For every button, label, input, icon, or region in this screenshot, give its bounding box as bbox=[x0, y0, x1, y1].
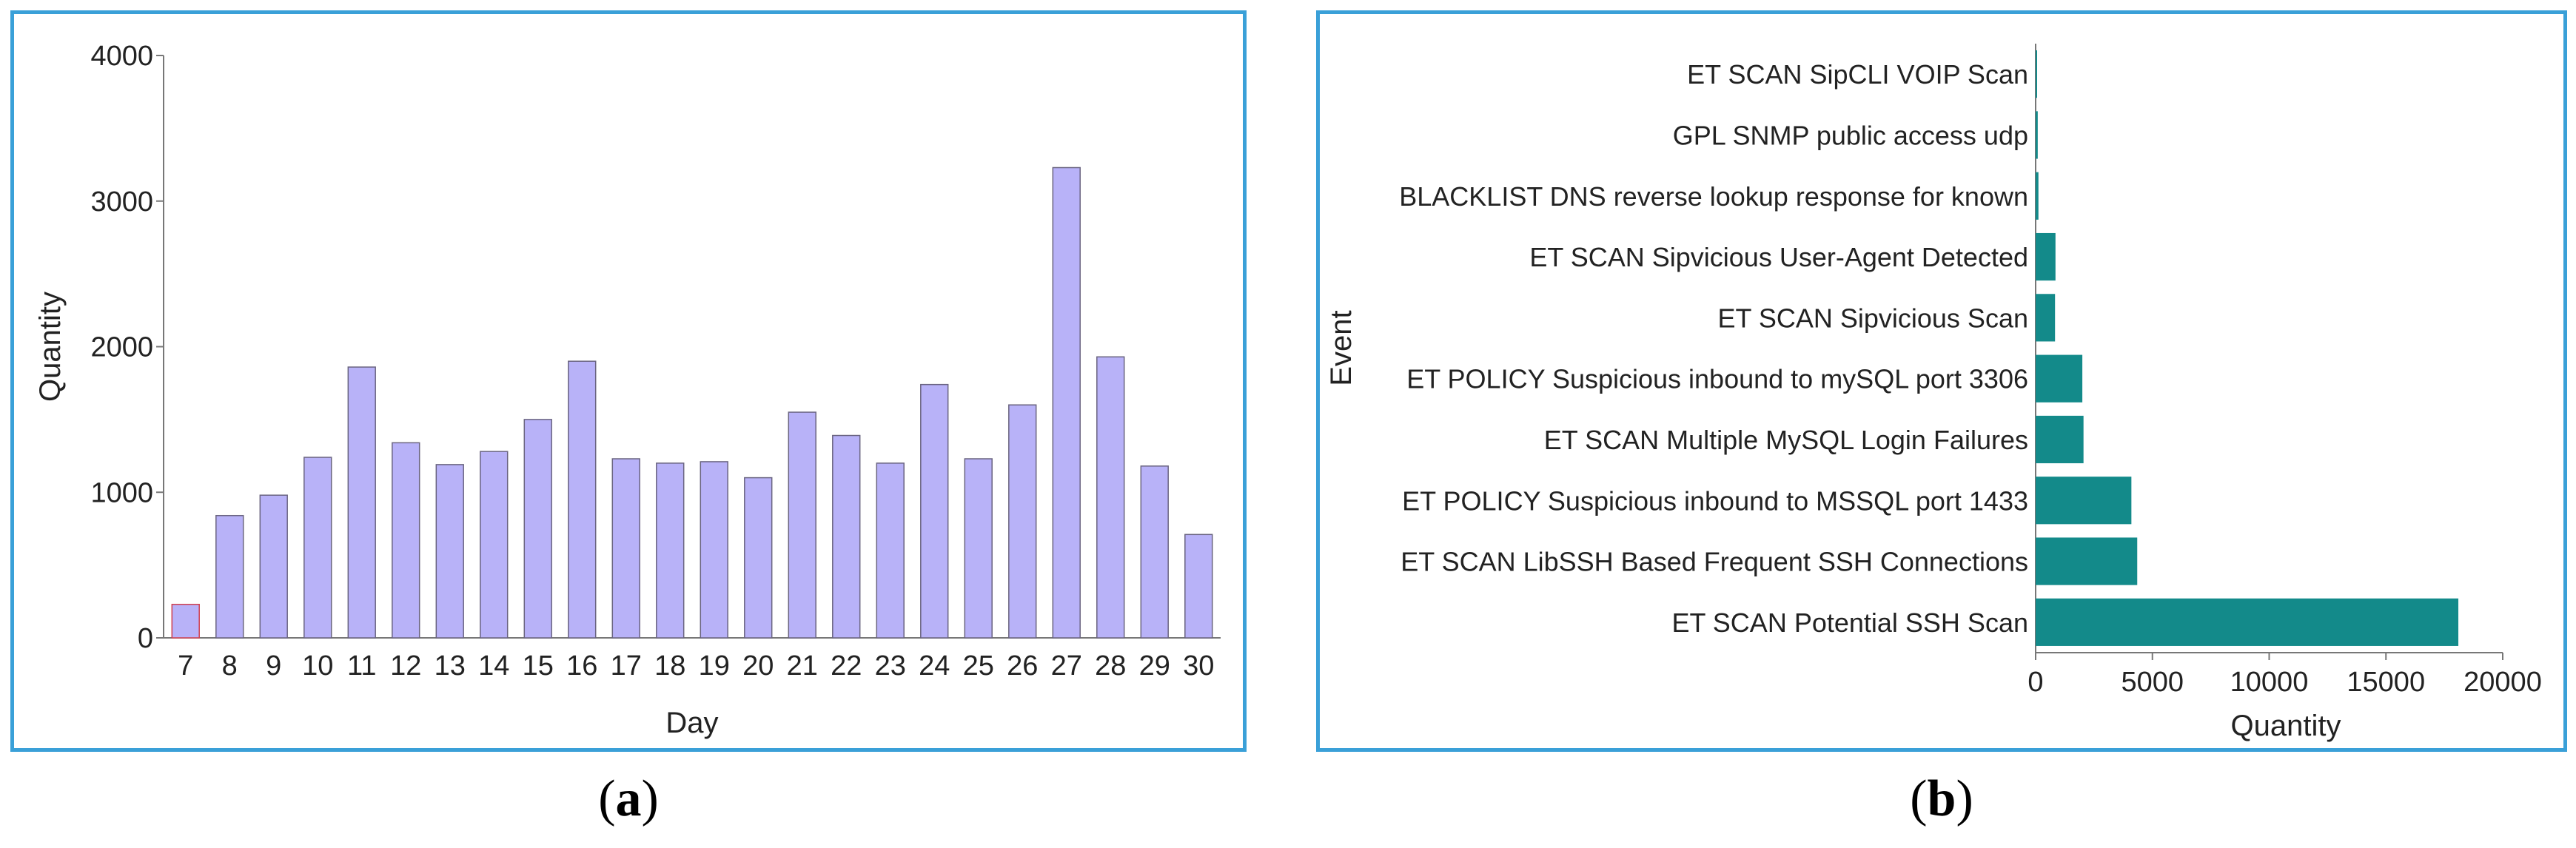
x-tick-label: 20000 bbox=[2463, 667, 2542, 698]
bar bbox=[876, 462, 905, 639]
x-tick-label: 10 bbox=[302, 650, 333, 682]
caption-a-letter: a bbox=[615, 770, 642, 827]
x-tick-label: 21 bbox=[787, 650, 818, 682]
bar bbox=[1184, 534, 1213, 639]
x-tick-label: 23 bbox=[875, 650, 906, 682]
bar bbox=[788, 411, 816, 639]
bar-chart-daily-quantity: 0 1000 2000 3000 4000 7 8 9 10 11 12 13 14 15 16 17 18 19… bbox=[34, 41, 1221, 739]
category-label: ET SCAN Sipvicious Scan bbox=[1717, 303, 2028, 333]
bar bbox=[480, 451, 509, 639]
category-label: ET POLICY Suspicious inbound to MSSQL po… bbox=[1402, 485, 2028, 516]
y-tick-label: 3000 bbox=[90, 186, 153, 218]
category-label: ET POLICY Suspicious inbound to mySQL po… bbox=[1406, 364, 2028, 394]
bar bbox=[2036, 415, 2084, 464]
category-label: GPL SNMP public access udp bbox=[1673, 120, 2028, 150]
bar bbox=[2036, 232, 2056, 281]
x-tick-label: 15000 bbox=[2347, 667, 2425, 698]
x-tick-label: 10000 bbox=[2230, 667, 2309, 698]
x-tick-label: 22 bbox=[831, 650, 862, 682]
x-tick-label: 8 bbox=[222, 650, 238, 682]
x-tick-label: 24 bbox=[919, 650, 950, 682]
x-tick-label: 9 bbox=[266, 650, 281, 682]
caption-b-letter: b bbox=[1927, 770, 1956, 827]
y-axis-label: Quantity bbox=[34, 292, 67, 402]
x-axis-label: Quantity bbox=[2231, 710, 2341, 742]
x-tick-label: 11 bbox=[347, 650, 376, 682]
bar bbox=[744, 477, 773, 639]
x-axis-label: Day bbox=[665, 707, 718, 739]
bar bbox=[1140, 465, 1169, 639]
bar bbox=[523, 419, 552, 639]
bar bbox=[964, 458, 993, 639]
category-label: ET SCAN LibSSH Based Frequent SSH Connec… bbox=[1401, 547, 2028, 577]
bar bbox=[1052, 166, 1081, 639]
x-tick-label: 14 bbox=[478, 650, 509, 682]
bar bbox=[611, 458, 640, 639]
chart-panel-a: 0 1000 2000 3000 4000 7 8 9 10 11 12 13 14 15 16 17 18 19… bbox=[10, 10, 1247, 752]
bar bbox=[2036, 172, 2039, 220]
bar bbox=[1096, 356, 1125, 639]
category-label: ET SCAN Sipvicious User-Agent Detected bbox=[1529, 242, 2028, 272]
x-tick-label: 26 bbox=[1007, 650, 1038, 682]
category-label: ET SCAN Multiple MySQL Login Failures bbox=[1544, 425, 2028, 455]
x-tick-label: 30 bbox=[1183, 650, 1214, 682]
bar bbox=[920, 383, 949, 639]
x-tick-label: 0 bbox=[2027, 667, 2043, 698]
bar bbox=[215, 514, 244, 639]
y-tick-label: 1000 bbox=[90, 477, 153, 508]
y-axis-label: Event bbox=[1325, 310, 1358, 386]
chart-panel-b: 0 5000 10000 15000 20000 ET SCAN SipCLI VOIP … bbox=[1316, 10, 2567, 752]
bar bbox=[171, 603, 200, 639]
x-tick-label: 27 bbox=[1051, 650, 1082, 682]
category-label: ET SCAN Potential SSH Scan bbox=[1671, 608, 2028, 638]
y-tick-label: 4000 bbox=[90, 41, 153, 72]
bar bbox=[568, 360, 597, 639]
x-tick-label: 13 bbox=[435, 650, 466, 682]
bar bbox=[2036, 477, 2132, 525]
bar bbox=[2036, 354, 2083, 403]
category-label: BLACKLIST DNS reverse lookup response fo… bbox=[1399, 181, 2028, 212]
bar bbox=[392, 442, 420, 639]
x-tick-label: 29 bbox=[1139, 650, 1170, 682]
bar bbox=[347, 366, 376, 639]
y-tick-label: 0 bbox=[138, 623, 153, 654]
bar-chart-event-quantity: 0 5000 10000 15000 20000 ET SCAN SipCLI VOIP … bbox=[1325, 44, 2542, 742]
bar bbox=[832, 434, 861, 639]
x-tick-label: 20 bbox=[742, 650, 774, 682]
x-tick-label: 16 bbox=[566, 650, 597, 682]
bar bbox=[2036, 111, 2038, 159]
x-tick-label: 18 bbox=[654, 650, 685, 682]
bar bbox=[2036, 537, 2138, 585]
x-tick-label: 19 bbox=[699, 650, 730, 682]
bar bbox=[2036, 50, 2037, 98]
x-tick-label: 7 bbox=[178, 650, 193, 682]
bar bbox=[435, 464, 464, 639]
x-tick-label: 15 bbox=[523, 650, 554, 682]
bar bbox=[700, 461, 728, 639]
bar bbox=[656, 462, 685, 639]
bar bbox=[303, 457, 332, 639]
x-tick-label: 25 bbox=[963, 650, 994, 682]
bar bbox=[2036, 294, 2056, 342]
bar bbox=[259, 494, 288, 639]
bar bbox=[2036, 598, 2459, 646]
caption-a: (a) bbox=[598, 770, 659, 827]
caption-b: (b) bbox=[1910, 770, 1973, 827]
y-tick-label: 2000 bbox=[90, 332, 153, 363]
x-tick-label: 28 bbox=[1095, 650, 1126, 682]
bar bbox=[1008, 404, 1037, 639]
x-tick-label: 12 bbox=[390, 650, 421, 682]
x-tick-label: 17 bbox=[611, 650, 642, 682]
x-tick-label: 5000 bbox=[2121, 667, 2184, 698]
category-label: ET SCAN SipCLI VOIP Scan bbox=[1687, 59, 2028, 90]
